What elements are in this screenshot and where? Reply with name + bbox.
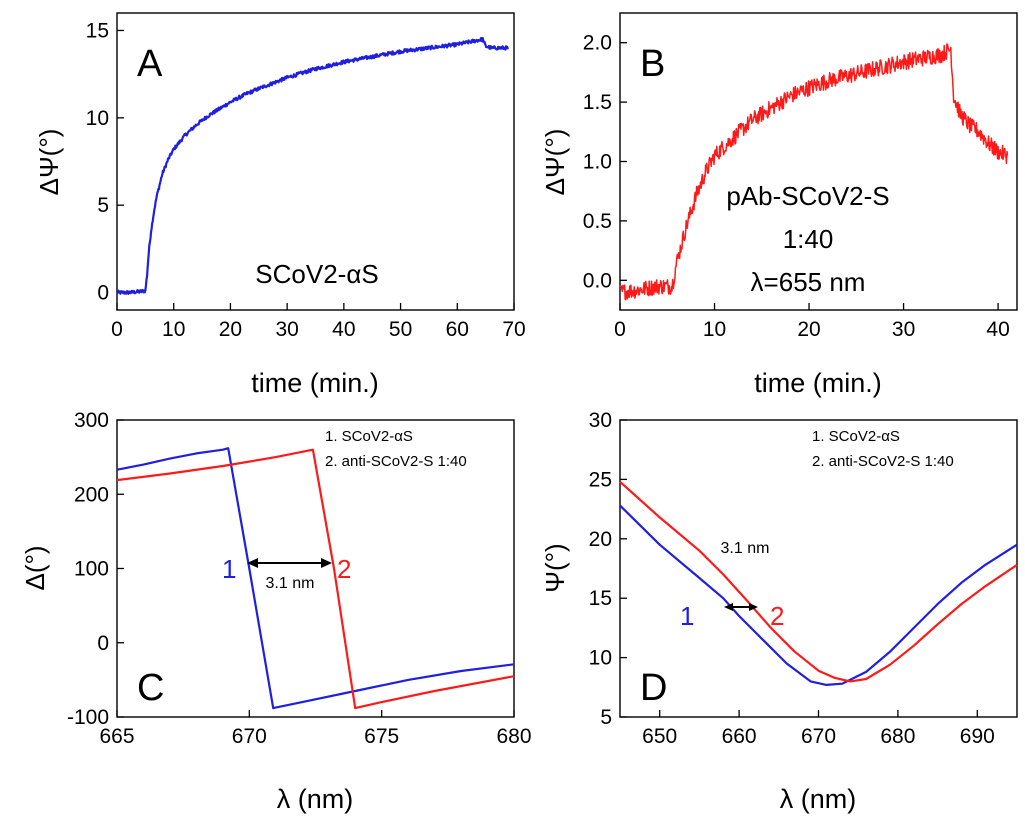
panel-b-annotation-2: 1:40 — [783, 224, 834, 254]
panel-b-y-tick-label-4: 2.0 — [583, 32, 612, 55]
panel-c-gap-arrowhead-right — [321, 558, 332, 568]
panel-d-x-tick-label-0: 650 — [642, 725, 677, 748]
panel-a-frame — [116, 12, 515, 311]
panel-a-plot — [116, 36, 509, 295]
panel-a-y-axis-label: ΔΨ(°) — [34, 129, 64, 196]
panel-d-gap-label: 3.1 nm — [721, 540, 770, 557]
panel-c-x-tick-label-3: 680 — [496, 725, 531, 748]
panel-c-series-1-line — [116, 447, 515, 710]
panel-a-y-tick-label-0: 0 — [97, 282, 109, 305]
panel-a-x-tick-label-6: 60 — [446, 318, 469, 341]
panel-b-x-tick-label-3: 30 — [892, 318, 915, 341]
panel-b-frame — [619, 12, 1018, 311]
panel-c-legend-2: 2. anti-SCoV2-S 1:40 — [325, 453, 467, 470]
panel-a-x-tick-label-1: 10 — [162, 318, 185, 341]
panel-a-y-tick-label-2: 10 — [86, 107, 109, 130]
panel-a-ticks: 0 10 20 30 40 50 60 70 0 5 10 15 — [86, 19, 526, 341]
panel-c-y-tick-label-4: 300 — [74, 409, 109, 432]
panel-c-y-tick-label-3: 200 — [74, 483, 109, 506]
panel-d-y-tick-label-3: 20 — [589, 528, 612, 551]
panel-d-x-tick-label-3: 680 — [880, 725, 915, 748]
panel-b-series-1-line — [619, 43, 1009, 301]
panel-d-y-tick-label-1: 10 — [589, 647, 612, 670]
panel-b-x-tick-label-2: 20 — [797, 318, 820, 341]
panel-b-y-tick-label-3: 1.5 — [583, 91, 612, 114]
panel-c: 665 670 675 680 -100 0 100 200 300 C 1. SCoV2-αS… — [20, 409, 532, 814]
panel-d-y-tick-label-2: 15 — [589, 587, 612, 610]
panel-c-y-axis-label: Δ(°) — [20, 545, 50, 590]
panel-a-series-1-line — [116, 36, 509, 295]
panel-a-x-tick-label-5: 50 — [389, 318, 412, 341]
panel-c-gap-label: 3.1 nm — [266, 575, 315, 592]
panel-c-y-tick-label-2: 100 — [74, 558, 109, 581]
panel-b-y-axis-label: ΔΨ(°) — [540, 129, 570, 196]
panel-c-plot — [116, 447, 515, 710]
panel-b-x-tick-label-1: 10 — [703, 318, 726, 341]
panel-d-y-tick-label-5: 30 — [589, 409, 612, 432]
panel-d-y-tick-label-4: 25 — [589, 468, 612, 491]
panel-d-y-tick-label-0: 5 — [600, 706, 612, 729]
panel-d-ticks: 650 660 670 680 690 5 10 15 20 25 30 — [589, 409, 995, 748]
panel-a-x-tick-label-3: 30 — [275, 318, 298, 341]
panel-b-x-axis-label: time (min.) — [754, 368, 882, 398]
panel-a: 0 10 20 30 40 50 60 70 0 5 10 15 A SCoV2-αS time (m… — [34, 12, 526, 398]
panel-b-x-tick-label-4: 40 — [986, 318, 1009, 341]
panel-b: 0 10 20 30 40 0.0 0.5 1.0 1.5 2.0 B pAb-SCoV2-S 1… — [540, 12, 1018, 398]
panel-a-annotation: SCoV2-αS — [255, 259, 378, 289]
panel-c-ticks: 665 670 675 680 -100 0 100 200 300 — [67, 409, 532, 748]
panel-c-gap-arrowhead-left — [247, 558, 258, 568]
panel-a-x-tick-label-7: 70 — [502, 318, 525, 341]
panel-d-x-axis-label: λ (nm) — [780, 784, 857, 814]
panel-c-curve-label-2: 2 — [337, 554, 351, 584]
panel-b-annotation-3: λ=655 nm — [751, 267, 866, 297]
panel-a-y-tick-label-3: 15 — [86, 19, 109, 42]
panel-d-gap-arrowhead-left — [724, 603, 733, 611]
panel-d-x-tick-label-2: 670 — [801, 725, 836, 748]
panel-a-x-tick-label-0: 0 — [111, 318, 123, 341]
panel-c-y-tick-label-0: -100 — [67, 706, 109, 729]
panel-d-y-axis-label: Ψ(°) — [540, 543, 570, 592]
panel-d-curve-label-1: 1 — [680, 601, 694, 631]
panel-c-series-2-line — [116, 448, 515, 710]
panel-d-legend-1: 1. SCoV2-αS — [812, 428, 900, 445]
panel-d-series-2-line — [619, 480, 1018, 683]
panel-d-letter: D — [640, 667, 667, 709]
panel-d: 650 660 670 680 690 5 10 15 20 25 30 D 1. SCoV2-αS… — [540, 409, 1018, 814]
panel-c-x-tick-label-0: 665 — [99, 725, 134, 748]
panel-b-ticks: 0 10 20 30 40 0.0 0.5 1.0 1.5 2.0 — [583, 32, 1010, 341]
panel-b-annotation-1: pAb-SCoV2-S — [726, 181, 889, 211]
panel-a-x-axis-label: time (min.) — [251, 368, 379, 398]
panel-d-curve-label-2: 2 — [770, 601, 784, 631]
panel-b-letter: B — [640, 43, 665, 85]
panel-b-y-tick-label-1: 0.5 — [583, 210, 612, 233]
panel-c-x-tick-label-1: 670 — [232, 725, 267, 748]
panel-b-y-tick-label-0: 0.0 — [583, 269, 612, 292]
panel-a-x-tick-label-2: 20 — [219, 318, 242, 341]
panel-c-y-tick-label-1: 0 — [97, 632, 109, 655]
panel-c-letter: C — [137, 667, 164, 709]
panel-a-x-tick-label-4: 40 — [332, 318, 355, 341]
panel-b-x-tick-label-0: 0 — [614, 318, 626, 341]
panel-b-y-tick-label-2: 1.0 — [583, 151, 612, 174]
panel-d-x-tick-label-1: 660 — [722, 725, 757, 748]
panel-c-x-axis-label: λ (nm) — [277, 784, 354, 814]
panel-c-curve-label-1: 1 — [222, 554, 236, 584]
panel-d-x-tick-label-4: 690 — [960, 725, 995, 748]
panel-c-x-tick-label-2: 675 — [364, 725, 399, 748]
panel-a-y-tick-label-1: 5 — [97, 194, 109, 217]
panel-c-legend-1: 1. SCoV2-αS — [325, 428, 413, 445]
panel-d-legend-2: 2. anti-SCoV2-S 1:40 — [812, 453, 954, 470]
panel-a-letter: A — [137, 43, 163, 85]
panel-d-gap-arrowhead-right — [749, 603, 758, 611]
panel-d-series-1-line — [619, 504, 1018, 686]
panel-b-plot — [619, 43, 1009, 301]
panel-d-plot — [619, 480, 1018, 686]
